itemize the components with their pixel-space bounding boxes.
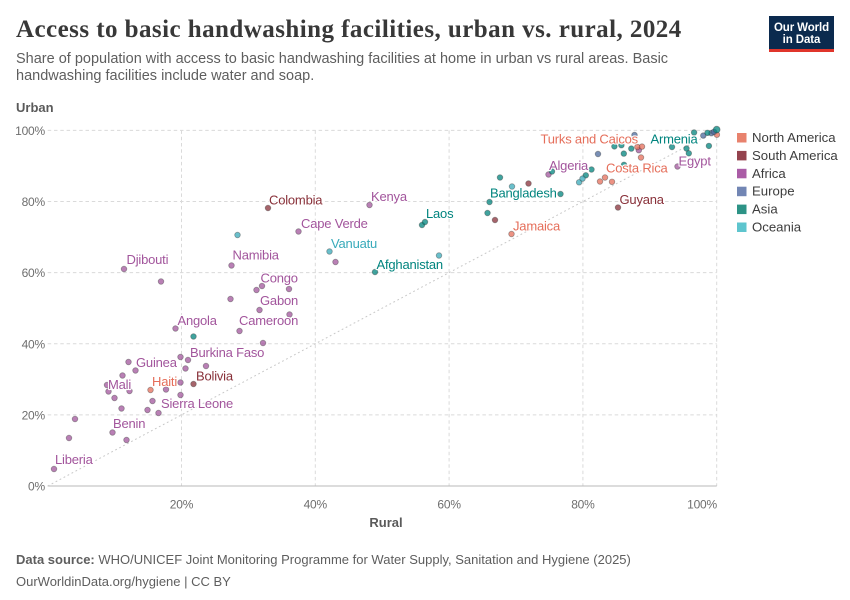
svg-text:100%: 100% xyxy=(15,124,45,138)
svg-text:Burkina Faso: Burkina Faso xyxy=(190,345,264,360)
svg-text:Namibia: Namibia xyxy=(233,248,280,263)
svg-text:Angola: Angola xyxy=(178,313,218,328)
svg-text:Asia: Asia xyxy=(752,202,778,217)
svg-text:Colombia: Colombia xyxy=(269,193,323,208)
svg-text:40%: 40% xyxy=(22,337,46,351)
svg-text:Benin: Benin xyxy=(113,416,145,431)
svg-text:Europe: Europe xyxy=(752,184,795,199)
svg-text:60%: 60% xyxy=(437,498,461,512)
svg-text:Jamaica: Jamaica xyxy=(513,219,561,234)
svg-text:Algeria: Algeria xyxy=(549,158,589,173)
svg-text:Sierra Leone: Sierra Leone xyxy=(161,396,233,411)
svg-text:20%: 20% xyxy=(170,498,194,512)
svg-text:Guinea: Guinea xyxy=(136,355,178,370)
svg-text:Kenya: Kenya xyxy=(371,189,408,204)
svg-text:60%: 60% xyxy=(22,266,46,280)
svg-text:100%: 100% xyxy=(687,498,717,512)
svg-text:Armenia: Armenia xyxy=(651,132,699,147)
svg-text:North America: North America xyxy=(752,130,836,145)
svg-text:Laos: Laos xyxy=(426,206,454,221)
svg-text:Turks and Caicos: Turks and Caicos xyxy=(541,132,639,147)
svg-text:20%: 20% xyxy=(22,408,46,422)
svg-text:Cameroon: Cameroon xyxy=(239,313,298,328)
svg-text:Haiti: Haiti xyxy=(152,374,177,389)
svg-text:Bangladesh: Bangladesh xyxy=(490,186,557,201)
svg-text:Bolivia: Bolivia xyxy=(196,369,234,384)
svg-text:Guyana: Guyana xyxy=(620,192,665,207)
svg-text:Liberia: Liberia xyxy=(55,452,94,467)
svg-text:Egypt: Egypt xyxy=(679,154,712,169)
svg-text:Afghanistan: Afghanistan xyxy=(377,257,443,272)
svg-text:80%: 80% xyxy=(571,498,595,512)
svg-text:South America: South America xyxy=(752,148,838,163)
svg-text:40%: 40% xyxy=(304,498,328,512)
svg-text:Congo: Congo xyxy=(261,271,298,286)
svg-text:80%: 80% xyxy=(22,195,46,209)
svg-text:0%: 0% xyxy=(28,480,45,494)
svg-text:Gabon: Gabon xyxy=(260,293,298,308)
svg-text:Africa: Africa xyxy=(752,166,786,181)
svg-text:Costa Rica: Costa Rica xyxy=(606,161,669,176)
svg-text:Mali: Mali xyxy=(108,377,131,392)
svg-text:Djibouti: Djibouti xyxy=(127,252,169,267)
svg-text:Oceania: Oceania xyxy=(752,220,802,235)
svg-text:Cape Verde: Cape Verde xyxy=(301,216,368,231)
svg-text:Vanuatu: Vanuatu xyxy=(331,236,377,251)
